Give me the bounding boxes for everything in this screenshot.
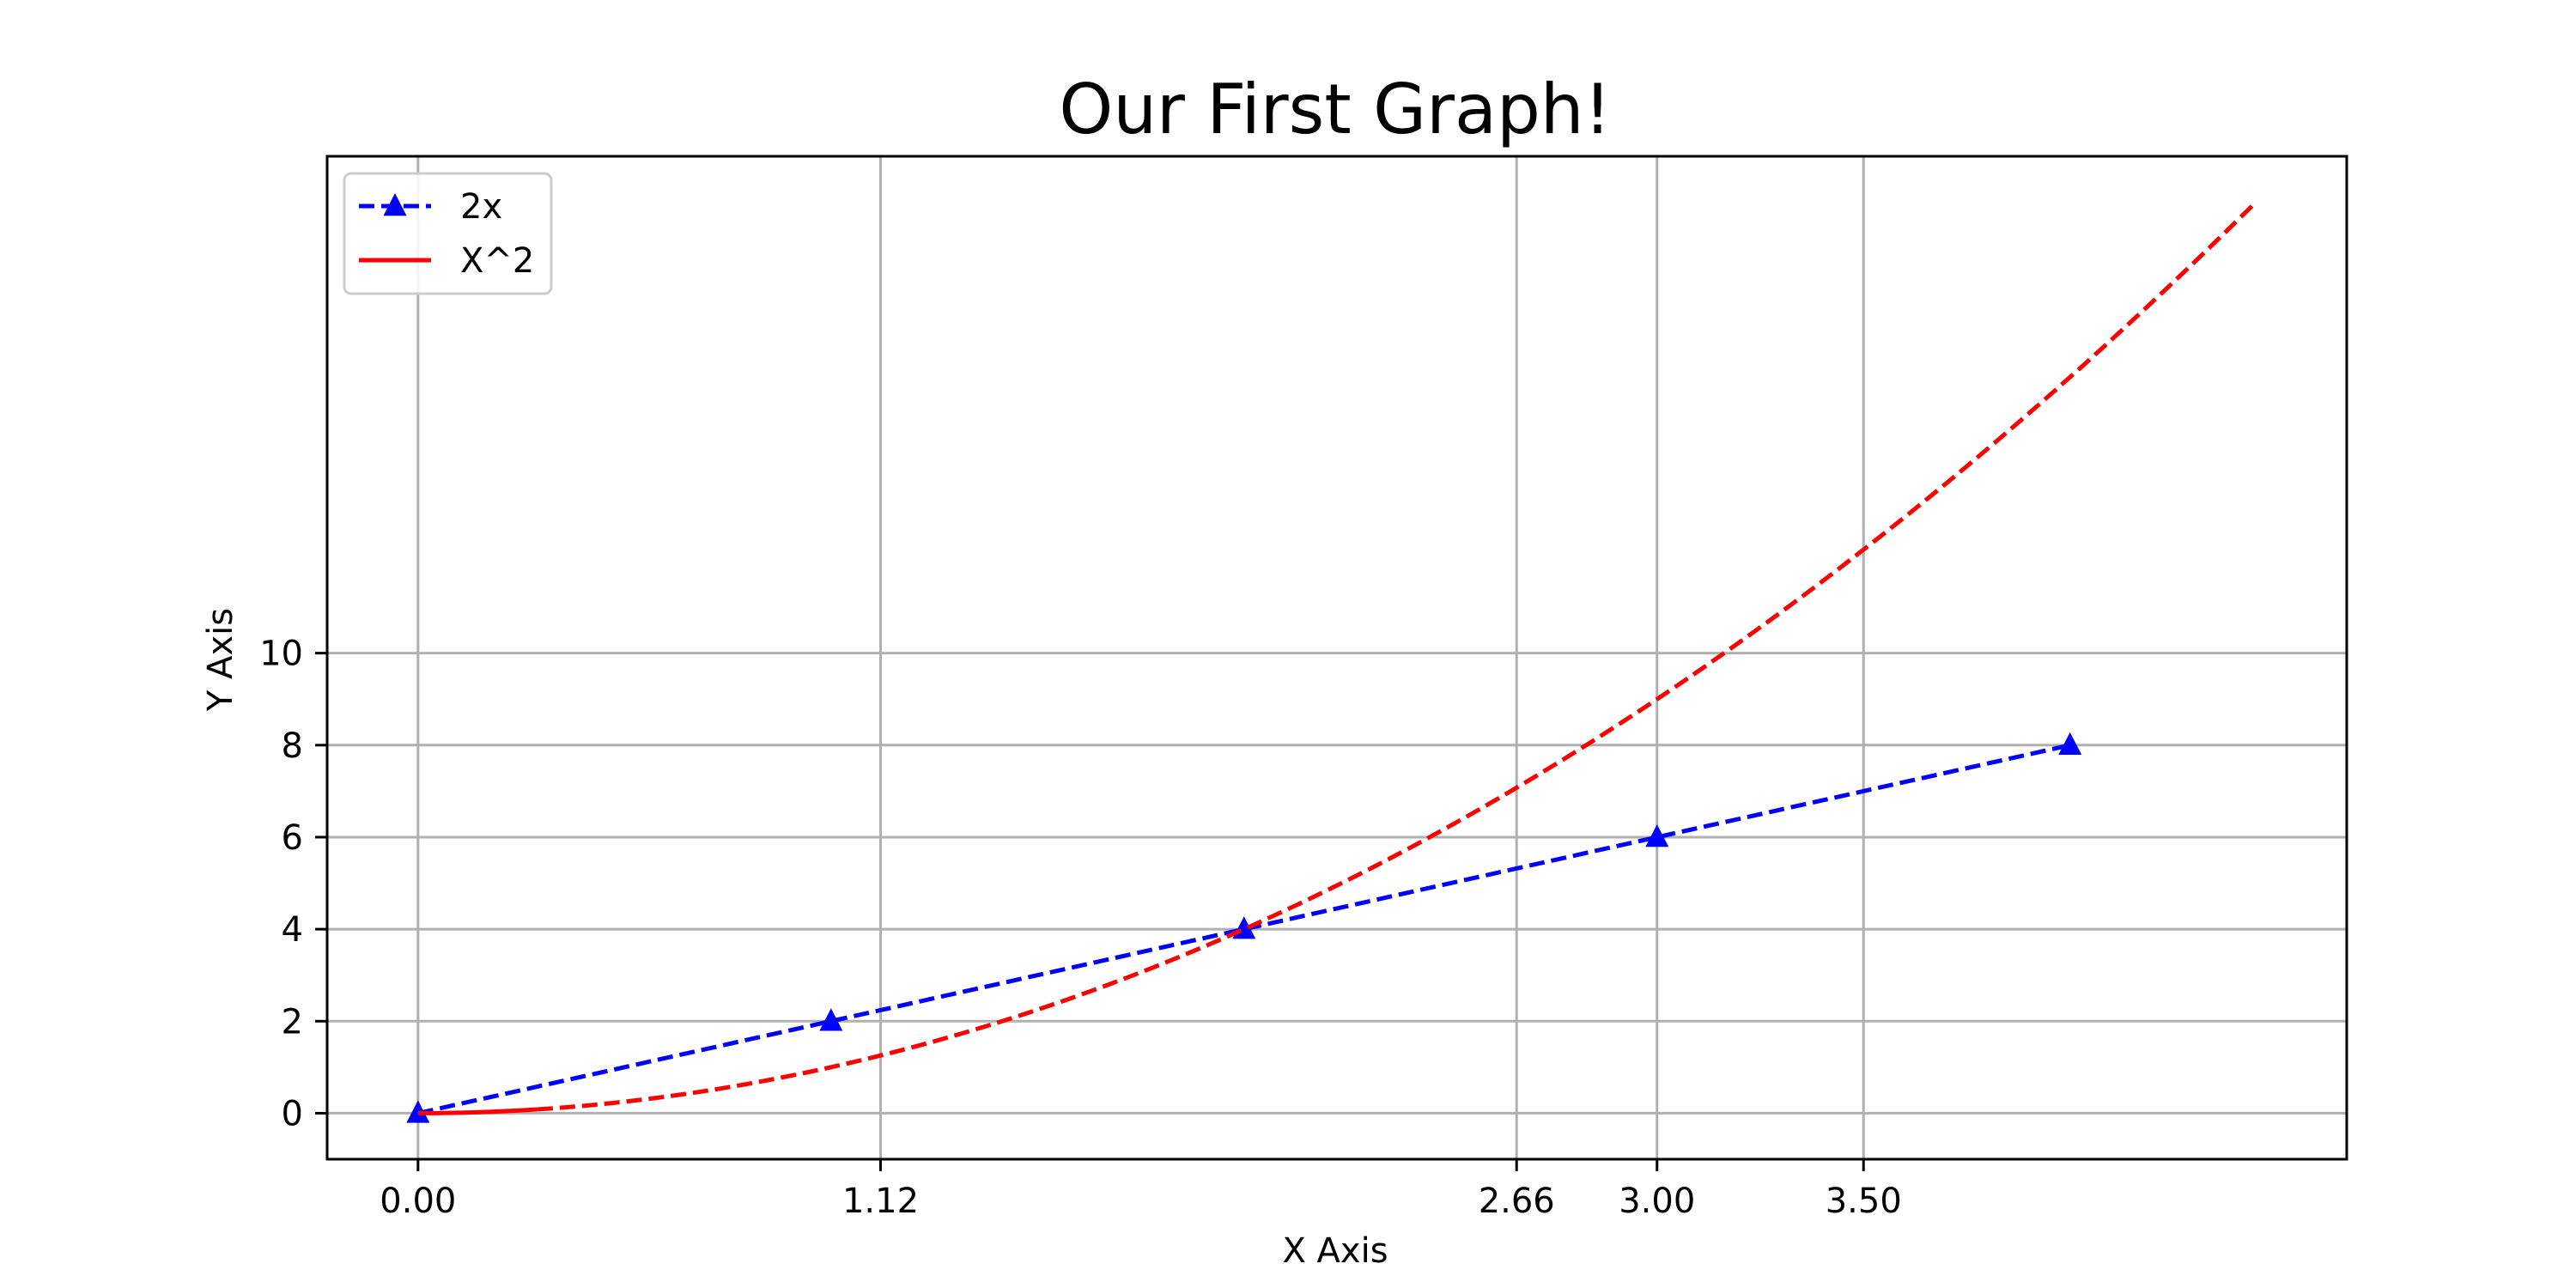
legend-x-squared-label: X^2 — [460, 241, 534, 281]
grid — [327, 156, 2347, 1159]
y-tick-label: 2 — [282, 1002, 303, 1042]
legend-2x-marker — [383, 193, 407, 216]
x-tick-label: 3.50 — [1826, 1182, 1902, 1221]
x-tick-label: 1.12 — [842, 1182, 919, 1221]
ticks: 0.00 1.12 2.66 3.00 3.50 0 2 4 6 8 10 — [259, 635, 1902, 1221]
x-tick-label: 0.00 — [380, 1182, 456, 1221]
y-tick-label: 10 — [259, 635, 303, 674]
series-2x — [406, 732, 2082, 1123]
y-tick-label: 6 — [282, 818, 303, 858]
series-2x-point — [819, 1008, 843, 1031]
x-axis-label: X Axis — [1282, 1231, 1388, 1271]
chart-title: Our First Graph! — [1059, 70, 1611, 149]
series-2x-point — [1645, 823, 1669, 848]
y-axis-label: Y Axis — [201, 608, 240, 712]
series-x-squared-solid-line — [417, 1107, 538, 1115]
series-layer — [406, 200, 2257, 1123]
plot-area-frame — [325, 155, 2348, 1161]
x-tick-label: 2.66 — [1479, 1182, 1555, 1221]
y-tick-label: 0 — [282, 1094, 303, 1133]
y-tick-label: 8 — [282, 726, 303, 766]
series-2x-point — [2058, 732, 2082, 756]
series-x-squared-dashed-line — [537, 200, 2257, 1112]
legend: 2xX^2 — [343, 172, 553, 295]
x-tick-label: 3.00 — [1619, 1182, 1695, 1221]
series-x-squared — [417, 200, 2257, 1115]
y-tick-label: 4 — [282, 910, 303, 950]
series-2x-line — [417, 743, 2071, 1115]
legend-2x-label: 2x — [460, 187, 502, 227]
